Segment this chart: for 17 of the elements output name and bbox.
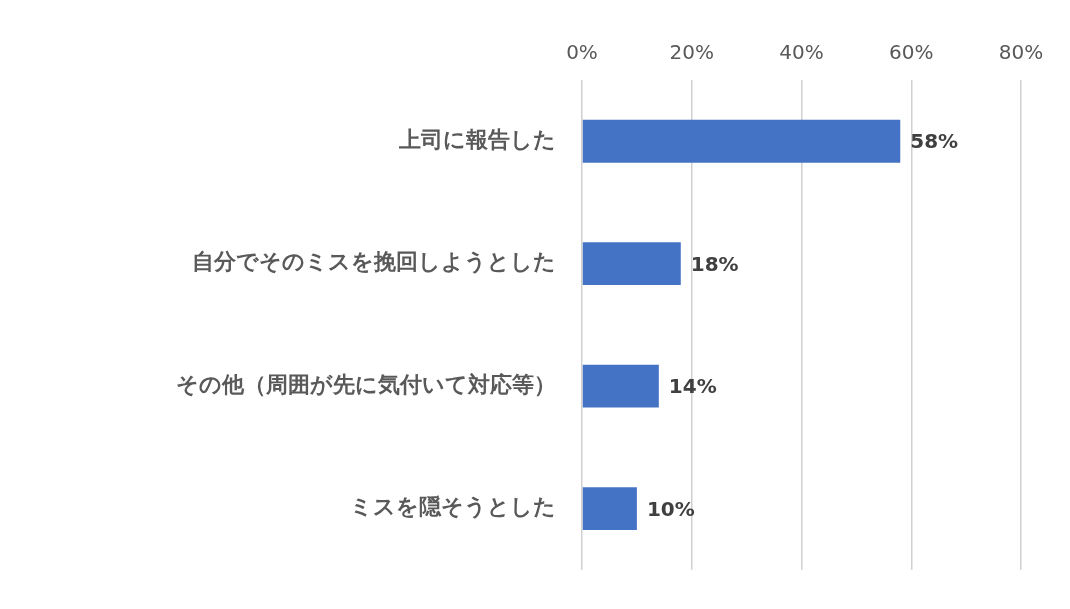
- x-tick-label: 60%: [889, 40, 934, 65]
- x-tick-label: 20%: [669, 40, 714, 65]
- x-tick-label: 80%: [998, 40, 1044, 65]
- bar: [582, 487, 637, 530]
- x-tick-label: 40%: [779, 40, 824, 65]
- y-tick-label: 上司に報告した: [398, 126, 556, 152]
- bar: [582, 119, 901, 163]
- y-tick-label: その他（周囲が先に気付いて対応等）: [176, 371, 556, 397]
- y-tick-label: 自分でそのミスを挽回しようとした: [192, 249, 556, 275]
- bar: [582, 242, 681, 286]
- x-tick-label: 0%: [566, 40, 598, 65]
- data-label: 18%: [690, 251, 739, 276]
- data-label: 14%: [668, 374, 717, 399]
- data-label: 58%: [910, 129, 959, 154]
- y-tick-label: ミスを隠そうとした: [350, 494, 556, 520]
- bar: [582, 364, 659, 408]
- data-label: 10%: [646, 496, 695, 521]
